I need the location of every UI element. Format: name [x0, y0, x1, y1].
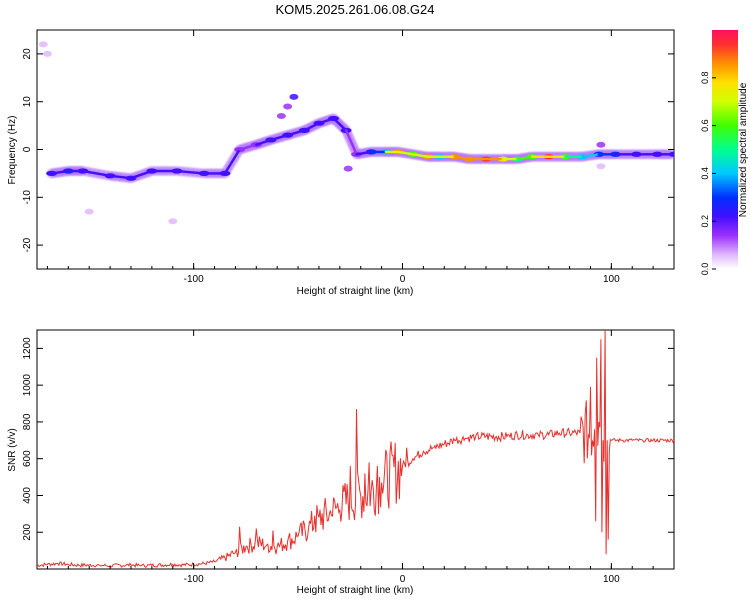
- spectrogram-marks: [38, 41, 674, 225]
- spectrogram-blob: [84, 208, 94, 215]
- snr-axes: -100 0 100 200 400 600 800 1000 1200: [22, 330, 675, 585]
- spectrogram-trace-segment: [580, 153, 601, 158]
- spectrogram-blob: [289, 93, 299, 100]
- spectrogram-xlabel: Height of straight line (km): [297, 286, 414, 297]
- spectrogram-trace-segment: [50, 169, 70, 175]
- spectrogram-trace-segment: [332, 117, 348, 132]
- colorbar-tick-label: 0.2: [700, 215, 710, 228]
- spec-ytick-label: 0: [22, 146, 33, 152]
- spectrogram-trace-segment: [344, 129, 358, 156]
- spectrogram-trace-segment: [286, 129, 306, 137]
- colorbar-tick-label: 0.0: [700, 263, 710, 276]
- snr-ytick-label: 400: [22, 487, 33, 504]
- snr-series-line: [36, 329, 675, 568]
- spec-ytick-label: -20: [22, 237, 33, 252]
- spectrogram-trace-segment: [255, 138, 273, 146]
- spectrogram-blob: [168, 218, 178, 225]
- spec-xtick-label: 0: [400, 274, 406, 285]
- snr-xtick-label: -100: [184, 574, 204, 585]
- snr-ytick-label: 600: [22, 450, 33, 467]
- spectrogram-blob: [596, 163, 606, 170]
- spectrogram-trace-segment: [108, 174, 133, 180]
- figure-title: KOM5.2025.261.06.08.G24: [275, 2, 434, 17]
- spectrogram-trace-segment: [269, 133, 289, 142]
- snr-ytick-label: 200: [22, 523, 33, 540]
- spectrogram-blob: [596, 141, 606, 148]
- spectrogram-blob: [276, 113, 286, 120]
- snr-ylabel: SNR (v/v): [7, 428, 18, 471]
- snr-xtick-label: 100: [603, 574, 620, 585]
- spectrogram-trace-segment: [175, 169, 206, 175]
- snr-marks: [36, 329, 675, 568]
- spectrogram-blob: [343, 165, 353, 172]
- snr-ytick-label: 800: [22, 413, 33, 430]
- spectrogram-blob: [42, 50, 52, 57]
- spec-ytick-label: -10: [22, 190, 33, 205]
- spec-ytick-label: 20: [22, 48, 33, 60]
- spectrogram-blob: [38, 41, 48, 48]
- spectrogram-trace-segment: [223, 148, 241, 175]
- spectrogram-trace-segment: [355, 150, 373, 156]
- snr-xtick-label: 0: [400, 574, 406, 585]
- colorbar-tick-label: 0.6: [700, 119, 710, 132]
- spectrogram-trace-segment: [516, 155, 534, 161]
- colorbar-gradient: [712, 30, 738, 269]
- snr-xlabel: Height of straight line (km): [297, 585, 414, 596]
- spectrogram-trace-segment: [411, 153, 429, 158]
- spectrogram-trace-segment: [238, 143, 258, 151]
- colorbar-tick-label: 0.4: [700, 167, 710, 180]
- spec-ytick-label: 10: [22, 96, 33, 108]
- snr-ytick-label: 1000: [22, 374, 33, 397]
- colorbar-tick-label: 0.8: [700, 72, 710, 85]
- spectrogram-trace-segment: [303, 122, 321, 132]
- snr-frame: [36, 329, 675, 570]
- snr-panel: -100 0 100 200 400 600 800 1000 1200 Height of s…: [7, 329, 675, 596]
- colorbar: 0.0 0.2 0.4 0.6 0.8 Normalized spectral ampl…: [700, 30, 749, 275]
- spec-xtick-label: -100: [184, 274, 204, 285]
- spectrogram-trace-segment: [81, 169, 112, 177]
- spectrogram-trace-segment: [397, 150, 415, 156]
- spectrogram-trace-segment: [317, 117, 335, 125]
- colorbar-label: Normalized spectral amplitude: [738, 82, 749, 217]
- spectrogram-blob: [283, 103, 293, 110]
- spec-xtick-label: 100: [603, 274, 620, 285]
- spectrogram-trace-segment: [453, 155, 471, 161]
- snr-ytick-label: 1200: [22, 337, 33, 360]
- spectrogram-ylabel: Frequency (Hz): [7, 116, 18, 185]
- colorbar-ticks: 0.0 0.2 0.4 0.6 0.8: [700, 72, 716, 276]
- spectrogram-trace-segment: [129, 169, 154, 180]
